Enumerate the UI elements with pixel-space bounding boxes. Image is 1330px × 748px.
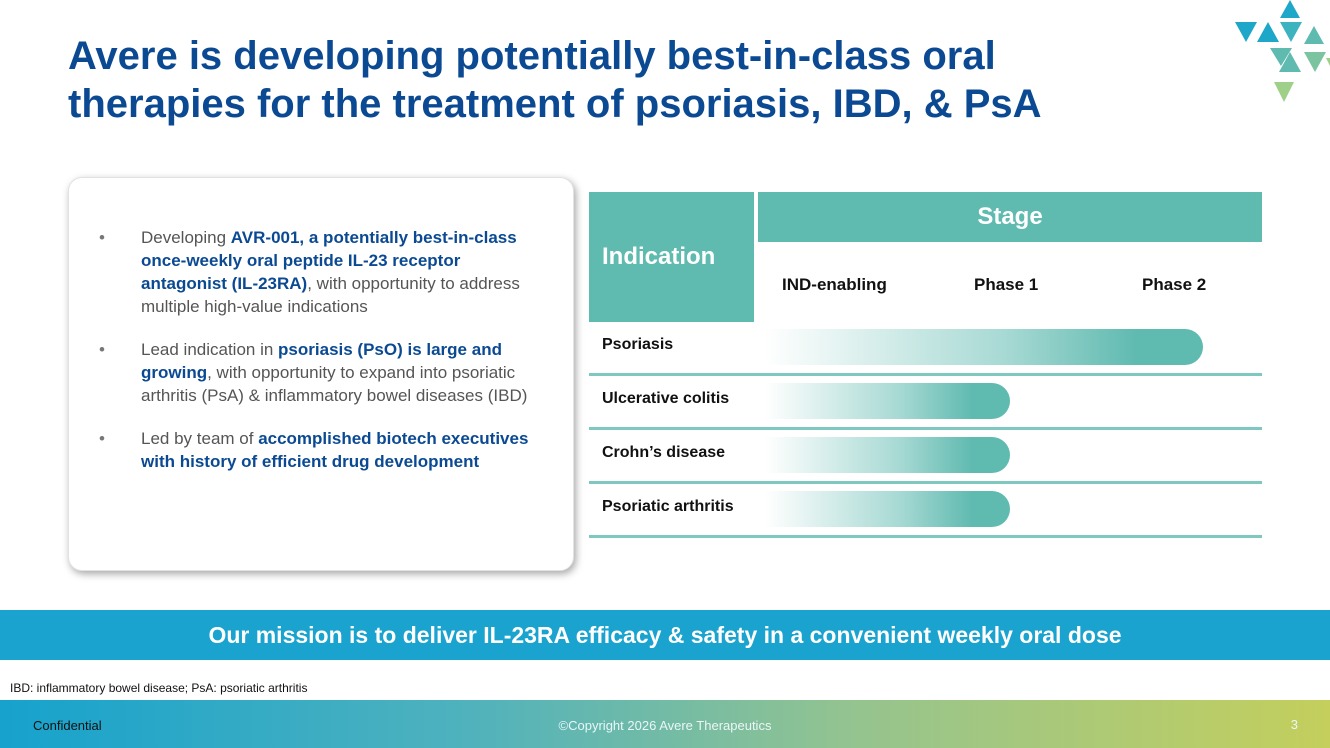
confidential-label: Confidential	[33, 718, 102, 733]
phase-1: Phase 1	[974, 275, 1039, 294]
bullet-text: , with opportunity to expand into psoria…	[141, 363, 528, 405]
progress-bar	[765, 329, 1203, 365]
bullet-dot: •	[99, 429, 105, 448]
mission-banner: Our mission is to deliver IL-23RA effica…	[0, 610, 1330, 660]
pipeline-table: Indication Stage IND-enabling Phase 1 Ph…	[589, 192, 1262, 542]
bullet-text: , with opportunity to address multiple h…	[141, 274, 520, 316]
highlight-bullet: • Developing AVR-001, a potentially best-…	[99, 226, 531, 318]
pipeline-row: Psoriasis	[589, 322, 1262, 376]
bullet-emphasis: psoriasis (PsO) is large and growing	[141, 340, 502, 382]
progress-bar	[765, 383, 1010, 419]
bullet-text: Lead indication in	[141, 340, 279, 359]
phase-ind-enabling: IND-enabling	[782, 275, 887, 294]
stage-header: Stage	[758, 192, 1262, 242]
copyright-text: ©Copyright 2026 Avere Therapeutics	[558, 718, 772, 733]
bullet-emphasis: AVR-001, a potentially best-in-class onc…	[141, 228, 517, 293]
progress-bar	[765, 491, 1010, 527]
footer-bar: Confidential ©Copyright 2026 Avere Thera…	[0, 700, 1330, 748]
bullet-text: Developing	[141, 228, 231, 247]
title-line-1: Avere is developing potentially best-in-…	[68, 34, 996, 78]
phase-2: Phase 2	[1142, 275, 1207, 294]
page-title: Avere is developing potentially best-in-…	[68, 32, 1188, 128]
pipeline-row: Ulcerative colitis	[589, 376, 1262, 430]
indication-label: Crohn’s disease	[602, 444, 726, 461]
bullet-dot: •	[99, 340, 105, 359]
highlights-list: • Developing AVR-001, a potentially best-…	[99, 226, 531, 493]
title-line-2: therapies for the treatment of psoriasis…	[68, 82, 1042, 126]
indication-header: Indication	[589, 192, 754, 322]
highlight-bullet: • Led by team of accomplished biotech exe…	[99, 427, 531, 473]
bullet-dot: •	[99, 228, 105, 247]
bullet-emphasis: accomplished biotech executives with his…	[141, 429, 529, 471]
page-number: 3	[1290, 717, 1298, 732]
triangle-mosaic-logo-icon	[1235, 0, 1330, 102]
progress-bar	[765, 437, 1010, 473]
pipeline-row: Psoriatic arthritis	[589, 484, 1262, 538]
pipeline-row: Crohn’s disease	[589, 430, 1262, 484]
indication-label: Psoriasis	[602, 336, 674, 353]
footnote: IBD: inflammatory bowel disease; PsA: ps…	[10, 681, 308, 695]
indication-label: Psoriatic arthritis	[602, 498, 734, 515]
bullet-text: Led by team of	[141, 429, 259, 448]
highlight-bullet: • Lead indication in psoriasis (PsO) is l…	[99, 338, 531, 407]
highlights-card: • Developing AVR-001, a potentially best-…	[68, 177, 574, 571]
indication-label: Ulcerative colitis	[602, 390, 730, 407]
